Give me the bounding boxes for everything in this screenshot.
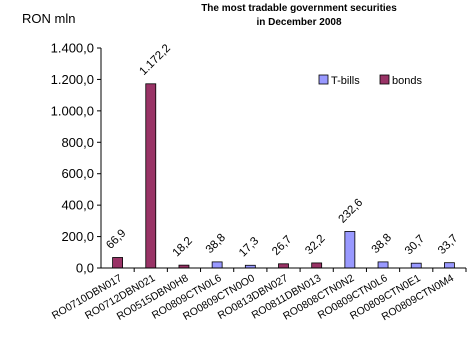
axes	[100, 48, 467, 272]
y-tick-label: 400,0	[61, 198, 94, 213]
bar-bonds	[112, 257, 123, 269]
data-label: 38,8	[370, 232, 394, 256]
bar-bonds	[145, 83, 157, 269]
bar-bonds	[311, 262, 323, 269]
data-label: 38,8	[204, 232, 228, 256]
data-label: 32,2	[303, 233, 327, 257]
bar-t-bills	[211, 261, 223, 269]
legend-label-t-bills: T-bills	[331, 75, 360, 87]
legend: T-bills bonds	[318, 74, 422, 87]
y-tick-label: 200,0	[61, 229, 94, 244]
y-axis-ticks: 0,0 200,0 400,0 600,0 800,0 1.000,0 1.200,0 1.4…	[51, 41, 101, 276]
bar-t-bills	[444, 262, 455, 269]
legend-swatch-bonds	[379, 74, 390, 85]
data-label: 66,9	[104, 227, 128, 251]
y-tick-label: 1.400,0	[51, 41, 94, 56]
data-label: 26,7	[270, 234, 294, 258]
legend-swatch-t-bills	[318, 74, 329, 85]
bar-t-bills	[344, 231, 356, 269]
y-unit-label: RON mln	[22, 11, 75, 26]
chart-title-line-1: The most tradable government securities	[201, 3, 397, 14]
y-tick-label: 1.200,0	[51, 72, 94, 87]
y-tick-label: 0,0	[76, 261, 94, 276]
y-tick-label: 1.000,0	[51, 103, 94, 118]
data-label: 232,6	[336, 197, 365, 226]
category-labels: RO0710DBN017RO0712DBN021RO0515DBN0H8RO08…	[50, 272, 456, 323]
bar-bonds	[278, 263, 289, 269]
bar-t-bills	[410, 262, 422, 269]
legend-label-bonds: bonds	[392, 75, 422, 87]
data-label: 33,7	[436, 233, 460, 257]
data-label: 1.172,2	[137, 42, 173, 78]
data-label: 17,3	[237, 235, 261, 259]
data-label: 30,7	[403, 233, 427, 257]
y-tick-label: 800,0	[61, 135, 94, 150]
bar-t-bills	[377, 261, 389, 269]
chart-title-line-2: in December 2008	[256, 17, 341, 28]
y-tick-label: 600,0	[61, 166, 94, 181]
data-label: 18,2	[171, 235, 195, 259]
